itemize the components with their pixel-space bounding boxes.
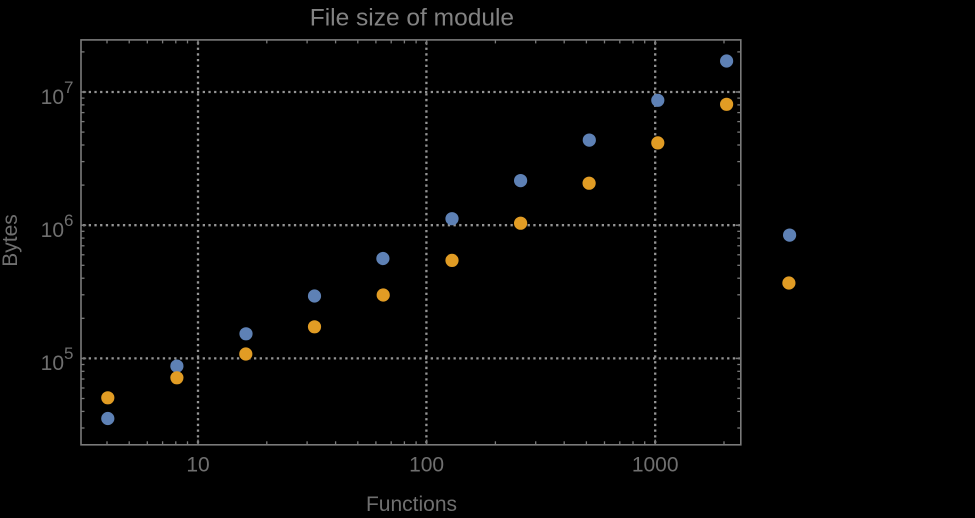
svg-text:1000: 1000 xyxy=(632,453,679,476)
svg-text:Bytes: Bytes xyxy=(0,214,22,267)
svg-text:File size of module: File size of module xyxy=(310,4,514,31)
svg-text:105: 105 xyxy=(41,344,74,375)
svg-text:106: 106 xyxy=(41,211,74,242)
svg-text:10: 10 xyxy=(186,453,209,476)
svg-text:100: 100 xyxy=(409,453,444,476)
svg-text:107: 107 xyxy=(41,78,74,109)
svg-text:Functions: Functions xyxy=(366,493,457,513)
